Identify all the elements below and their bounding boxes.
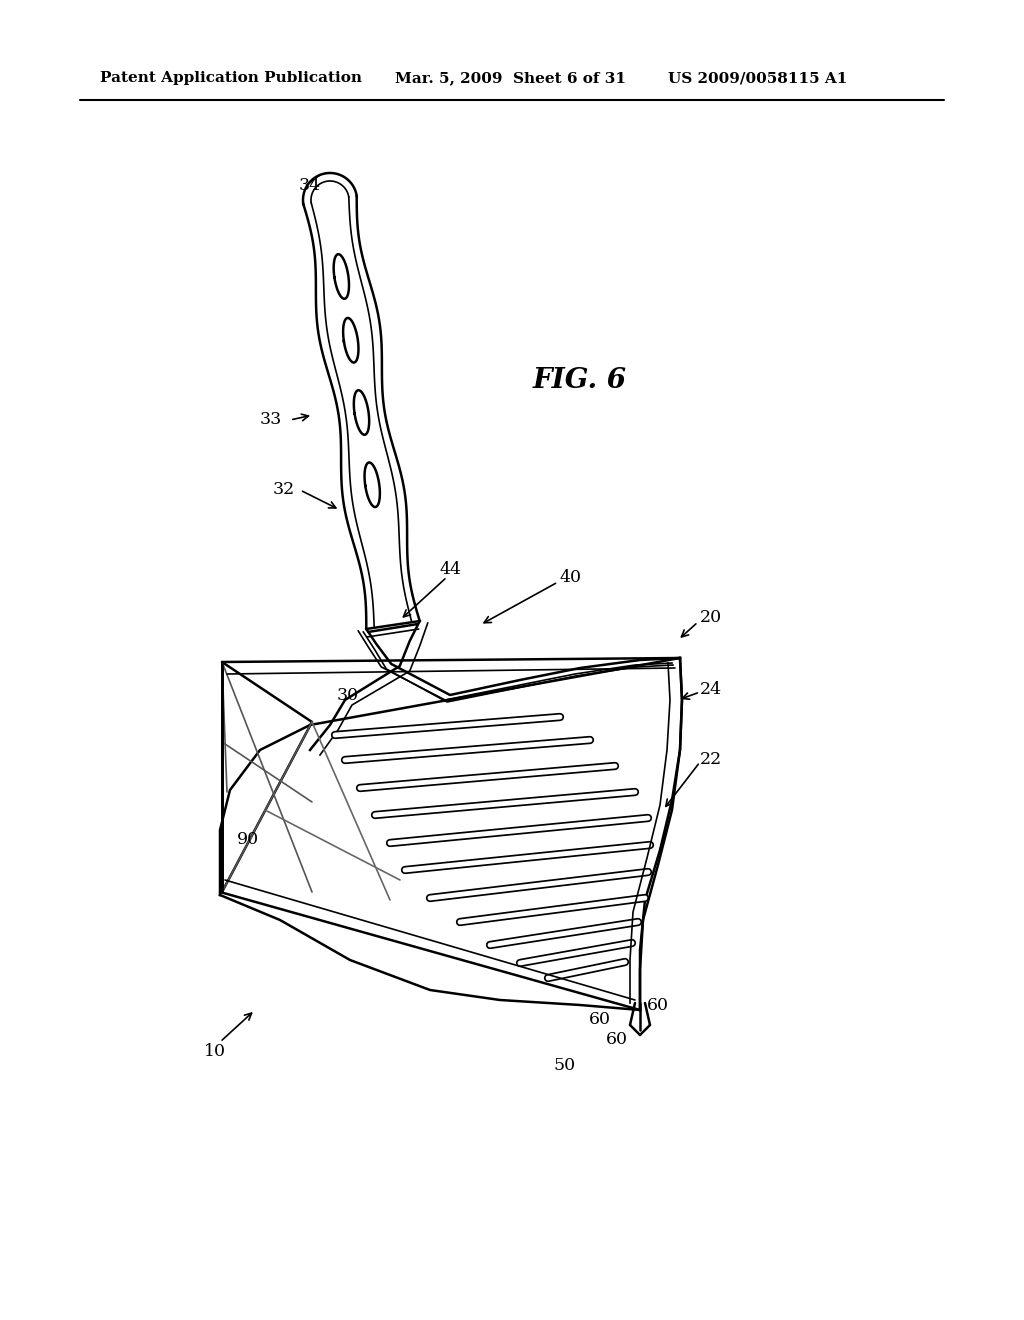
Text: 44: 44: [439, 561, 461, 578]
Text: 90: 90: [237, 832, 259, 849]
Text: 32: 32: [272, 482, 295, 499]
Text: 40: 40: [559, 569, 581, 586]
Text: FIG. 6: FIG. 6: [534, 367, 627, 393]
Text: 60: 60: [589, 1011, 611, 1028]
Text: 33: 33: [260, 412, 282, 429]
Text: 22: 22: [700, 751, 722, 768]
Text: 50: 50: [554, 1056, 577, 1073]
Text: Mar. 5, 2009  Sheet 6 of 31: Mar. 5, 2009 Sheet 6 of 31: [395, 71, 626, 84]
Text: 34: 34: [299, 177, 322, 194]
Text: 60: 60: [606, 1031, 628, 1048]
Text: 10: 10: [204, 1044, 226, 1060]
Text: 30: 30: [337, 686, 359, 704]
Text: 24: 24: [700, 681, 722, 698]
Text: US 2009/0058115 A1: US 2009/0058115 A1: [668, 71, 848, 84]
Text: 60: 60: [647, 997, 669, 1014]
Text: 20: 20: [700, 610, 722, 627]
Text: Patent Application Publication: Patent Application Publication: [100, 71, 362, 84]
